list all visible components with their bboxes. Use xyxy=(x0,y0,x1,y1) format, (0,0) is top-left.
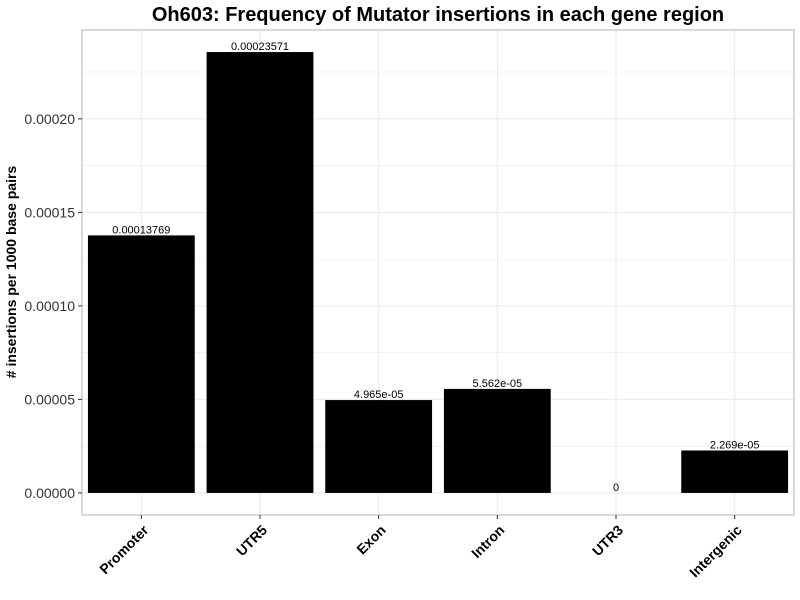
y-axis-label: # insertions per 1000 base pairs xyxy=(3,166,19,379)
y-tick-label: 0.00005 xyxy=(24,391,75,407)
data-label: 5.562e-05 xyxy=(473,378,523,390)
x-tick-label: UTR3 xyxy=(589,522,626,559)
bars xyxy=(87,52,789,493)
bar-promoter xyxy=(87,235,195,493)
chart-title: Oh603: Frequency of Mutator insertions i… xyxy=(152,4,724,26)
x-axis-ticks: Promoter UTR5 Exon Intron UTR3 Intergenic xyxy=(96,515,745,580)
data-label: 0 xyxy=(613,482,619,494)
data-label: 4.965e-05 xyxy=(354,389,404,401)
bar-intergenic xyxy=(681,450,789,493)
data-labels: 0.00013769 0.00023571 4.965e-05 5.562e-05 0 2… xyxy=(112,41,759,494)
data-label: 0.00023571 xyxy=(231,41,289,53)
y-axis-ticks: 0.00000 0.00005 0.00010 0.00015 0.00020 xyxy=(24,111,82,501)
panel-border xyxy=(81,29,795,516)
y-tick-label: 0.00000 xyxy=(24,485,75,501)
bar-intron xyxy=(443,388,551,493)
bar-exon xyxy=(325,400,433,493)
data-label: 0.00013769 xyxy=(112,224,170,236)
data-label: 2.269e-05 xyxy=(710,439,760,451)
y-tick-label: 0.00020 xyxy=(24,111,75,127)
x-tick-label: UTR5 xyxy=(233,522,270,559)
y-tick-label: 0.00015 xyxy=(24,204,75,220)
x-tick-label: Intron xyxy=(468,522,507,561)
x-tick-label: Promoter xyxy=(96,521,152,577)
x-tick-label: Exon xyxy=(353,522,389,558)
bar-utr5 xyxy=(206,52,314,493)
y-tick-label: 0.00010 xyxy=(24,298,75,314)
x-tick-label: Intergenic xyxy=(686,522,745,581)
